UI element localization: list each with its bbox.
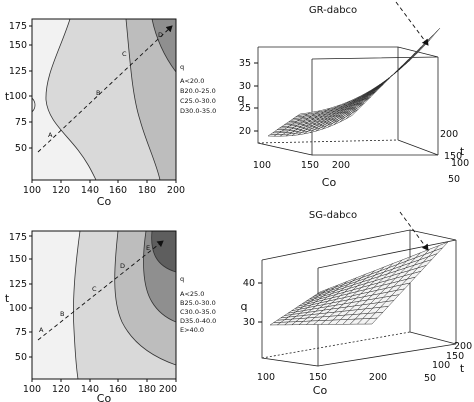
- surface-plot-gr: 20 25 30 35 100 150 200 50 100 150 200 q…: [238, 1, 469, 189]
- x-axis-label: Co: [97, 392, 112, 402]
- tick-label: 200: [369, 372, 387, 383]
- region-label-e: E: [146, 244, 150, 252]
- region-label-b: B: [60, 310, 64, 318]
- tick-label: 150: [444, 151, 462, 162]
- region-c: [125, 19, 176, 180]
- tick-label: 100: [451, 158, 469, 169]
- y-axis-label: t: [5, 292, 10, 305]
- tick-label: 200: [332, 160, 350, 171]
- tick-label: 50: [15, 352, 27, 363]
- tick-label: 160: [109, 185, 127, 196]
- tick-label: 180: [138, 384, 156, 395]
- tick-label: 125: [9, 66, 27, 77]
- x-axis-label: Co: [322, 176, 337, 189]
- tick-label: 140: [81, 185, 99, 196]
- tick-label: 30: [239, 81, 251, 92]
- legend-item: D30.0-35.0: [180, 107, 216, 115]
- legend-item: A<20.0: [180, 77, 204, 85]
- surface-plot-sg: 30 40 100 150 200 50 100 150 200 q Co t: [241, 211, 472, 397]
- region-label-a: A: [48, 131, 53, 139]
- tick-label: 175: [9, 232, 27, 243]
- tick-label: 50: [448, 174, 460, 185]
- contour-plot-gr: A B C D q A<20.0 B20.0-25.0 C25.0-30.0 D…: [5, 18, 216, 208]
- z-axis-ticks: 20 25 30 35: [239, 58, 258, 137]
- tick-label: 150: [9, 254, 27, 265]
- tick-label: 125: [9, 279, 27, 290]
- panel-title: GR-dabco: [309, 5, 357, 16]
- tick-label: 100: [432, 360, 450, 371]
- tick-label: 100: [9, 303, 27, 314]
- tick-label: 75: [15, 327, 27, 338]
- legend-item: A<25.0: [180, 290, 204, 298]
- legend-item: B25.0-30.0: [180, 299, 216, 307]
- z-axis-label: q: [241, 300, 248, 313]
- region-label-a: A: [39, 326, 44, 334]
- tick-label: 120: [52, 185, 70, 196]
- y-axis-ticks: 50 75 100 125 150 175: [9, 21, 32, 154]
- x-axis-label: Co: [97, 195, 112, 208]
- tick-label: 200: [159, 384, 177, 395]
- x-axis-ticks: 100 120 140 160 180 200: [23, 180, 185, 196]
- region-label-d: D: [158, 31, 163, 39]
- tick-label: 200: [440, 129, 458, 140]
- y-axis-label: t: [460, 362, 465, 375]
- tick-label: 50: [15, 143, 27, 154]
- y-axis-ticks: 50 75 100 125 150 175: [9, 232, 32, 363]
- legend-title: q: [180, 275, 184, 283]
- region-label-c: C: [92, 285, 97, 293]
- z-axis-ticks: 30 40: [243, 278, 262, 328]
- y-axis-label: t: [460, 145, 465, 158]
- tick-label: 35: [239, 58, 251, 69]
- region-label-c: C: [122, 50, 127, 58]
- legend-item: D35.0-40.0: [180, 317, 216, 325]
- tick-label: 140: [81, 384, 99, 395]
- tick-label: 200: [454, 341, 472, 352]
- peak-arrow: [399, 211, 429, 251]
- y-axis-label: t: [5, 90, 10, 103]
- contour-plot-sg: A B C D E q A<25.0 B25.0-30.0 C30.0-35.0…: [5, 230, 216, 402]
- tick-label: 200: [167, 185, 185, 196]
- z-axis-label: q: [238, 92, 245, 105]
- tick-label: 20: [239, 126, 251, 137]
- tick-label: 100: [23, 384, 41, 395]
- tick-label: 160: [109, 384, 127, 395]
- tick-label: 50: [424, 373, 436, 384]
- tick-label: 40: [243, 278, 255, 289]
- region-label-d: D: [120, 262, 125, 270]
- region-label-b: B: [96, 89, 100, 97]
- tick-label: 100: [23, 185, 41, 196]
- tick-label: 100: [257, 372, 275, 383]
- legend-title: q: [180, 63, 184, 71]
- legend-item: B20.0-25.0: [180, 87, 216, 95]
- surface-cell: [364, 317, 378, 325]
- panel-title: SG-dabco: [309, 210, 357, 221]
- tick-label: 100: [9, 91, 27, 102]
- tick-label: 150: [446, 351, 464, 362]
- tick-label: 175: [9, 21, 27, 32]
- tick-label: 120: [52, 384, 70, 395]
- tick-label: 100: [253, 160, 271, 171]
- legend-item: C25.0-30.0: [180, 97, 216, 105]
- peak-arrow: [395, 1, 429, 46]
- legend-item: E>40.0: [180, 326, 204, 334]
- surface-cell: [345, 109, 359, 120]
- x-axis-ticks: 100 120 140 160 180 200: [23, 379, 177, 395]
- tick-label: 150: [9, 40, 27, 51]
- tick-label: 75: [15, 117, 27, 128]
- legend-item: C30.0-35.0: [180, 308, 216, 316]
- tick-label: 180: [138, 185, 156, 196]
- tick-label: 150: [301, 160, 319, 171]
- tick-label: 150: [309, 372, 327, 383]
- x-axis-label: Co: [313, 384, 328, 397]
- tick-label: 30: [243, 317, 255, 328]
- tick-label: 25: [239, 103, 251, 114]
